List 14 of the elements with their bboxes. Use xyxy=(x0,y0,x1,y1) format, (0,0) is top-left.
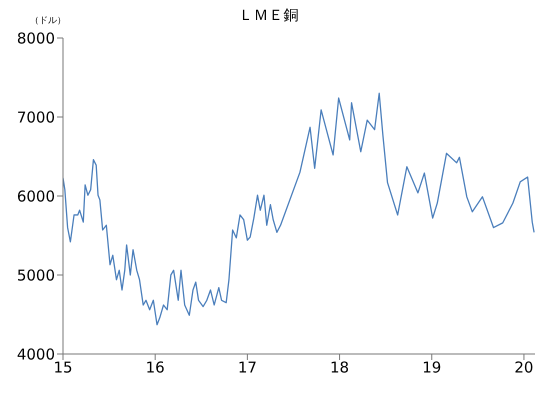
x-tick-label: 17 xyxy=(238,358,257,377)
y-tick-label: 7000 xyxy=(16,108,55,126)
y-axis-title: （ドル） xyxy=(30,15,66,27)
x-tick-label: 16 xyxy=(146,358,165,377)
y-tick-label: 4000 xyxy=(16,345,55,364)
y-tick-label: 6000 xyxy=(16,187,55,206)
chart-title: ＬＭＥ銅 xyxy=(238,6,298,24)
x-tick-label: 20 xyxy=(514,358,534,377)
line-series xyxy=(63,92,535,326)
y-tick-label: 5000 xyxy=(16,266,55,284)
x-tick-label: 15 xyxy=(53,358,73,377)
x-tick-label: 19 xyxy=(422,358,442,377)
y-tick-label: 8000 xyxy=(16,29,55,48)
x-tick-label: 18 xyxy=(330,358,350,377)
